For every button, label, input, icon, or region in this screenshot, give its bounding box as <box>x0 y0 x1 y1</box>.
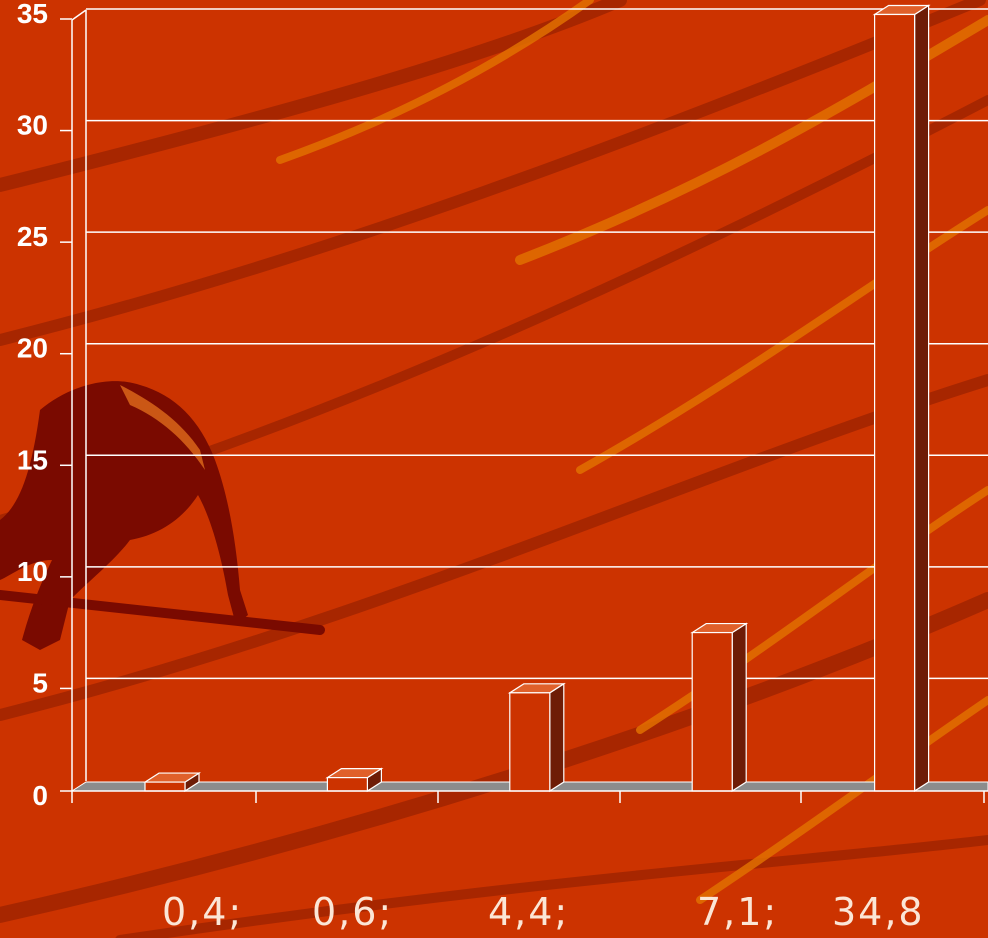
background-swoosh <box>276 0 594 164</box>
bar-front <box>691 631 733 792</box>
bar <box>325 767 384 793</box>
data-label: 7,1; <box>697 890 779 934</box>
y-tick-label: 15 <box>17 444 48 475</box>
background-swoosh <box>115 835 988 938</box>
bar-side <box>731 622 747 793</box>
bar-front <box>873 13 916 792</box>
background-swoosh <box>0 0 986 346</box>
bar-side <box>913 4 930 793</box>
bar-front <box>326 777 368 792</box>
y-tick-label: 10 <box>17 556 48 587</box>
background-swoosh <box>696 696 988 904</box>
y-tick-label: 0 <box>32 780 48 811</box>
bars <box>142 4 931 793</box>
gridlines <box>86 8 988 680</box>
y-tick-label: 20 <box>17 333 48 364</box>
bar-side <box>549 682 565 793</box>
background-swoosh <box>576 206 988 474</box>
bar <box>872 4 931 793</box>
bar <box>690 622 749 793</box>
bar-front <box>509 692 551 792</box>
bar-front <box>144 781 186 792</box>
y-axis-tick-labels: 0 5 10 15 20 25 30 35 <box>17 0 72 811</box>
background-swoosh <box>0 374 988 721</box>
axes <box>71 9 988 803</box>
y-tick-label: 30 <box>17 110 48 141</box>
bar <box>507 682 566 793</box>
y-tick-label: 35 <box>17 0 48 29</box>
y-tick-label: 25 <box>17 221 48 252</box>
bar <box>142 771 202 793</box>
background-swoosh <box>0 592 988 923</box>
background-swoosh <box>0 0 627 192</box>
data-label: 4,4; <box>488 890 570 934</box>
silhouette-body <box>0 381 248 650</box>
y-tick-label: 5 <box>32 667 48 698</box>
data-label: 0,4; <box>162 890 244 934</box>
data-label: 0,6; <box>312 890 394 934</box>
silhouette-pole <box>0 590 325 635</box>
data-label: 34,8 <box>832 890 925 934</box>
y-axis-corner <box>71 9 87 21</box>
silhouette-highlight <box>120 385 205 470</box>
athlete-silhouette-illustration <box>0 381 325 650</box>
